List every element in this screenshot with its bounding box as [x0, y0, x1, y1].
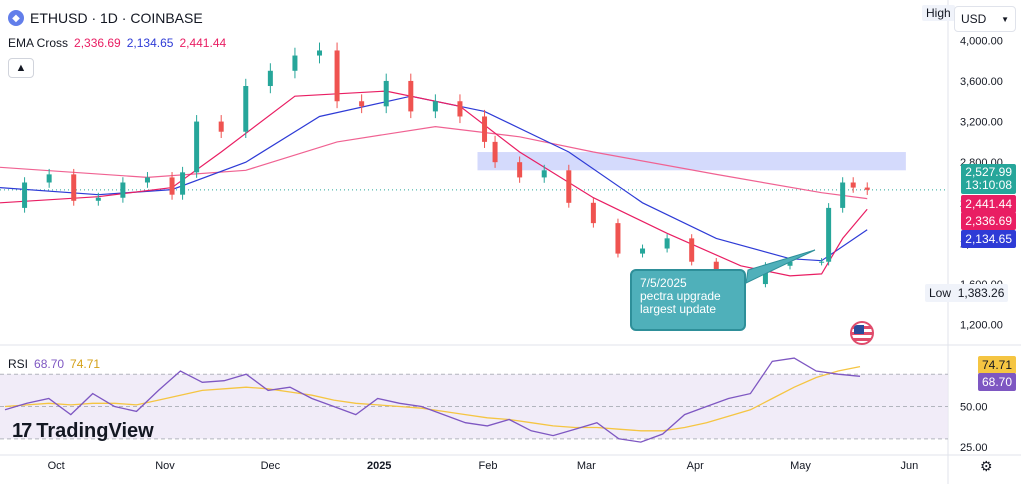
candle-body: [169, 177, 175, 195]
candle-body: [640, 248, 646, 254]
ema-fast-line: [0, 90, 868, 277]
candle-body: [541, 170, 547, 178]
current-price-label: 2,527.99 13:10:08: [961, 164, 1016, 194]
y-tick-label: 3,200.00: [960, 117, 1003, 129]
rsi-y-tick-label: 50.00: [960, 402, 988, 414]
price-label-ema-fast: 2,336.69: [961, 212, 1016, 230]
candle-body: [590, 202, 596, 224]
price-label-ema-slow: 2,134.65: [961, 230, 1016, 248]
candle-body: [457, 101, 463, 117]
y-tick-label: 1,200.00: [960, 320, 1003, 332]
candle-body: [243, 86, 249, 132]
rsi-band: [0, 374, 948, 439]
ethereum-icon: ◆: [8, 10, 24, 26]
candle-body: [517, 162, 523, 178]
candle-body: [292, 55, 298, 71]
candle-body: [46, 174, 52, 183]
tradingview-mark-icon: 17: [12, 420, 32, 442]
candle-body: [383, 80, 389, 107]
candle-body: [850, 182, 856, 188]
candle-body: [787, 261, 793, 266]
x-tick-label: Apr: [687, 460, 704, 472]
x-tick-label: Mar: [577, 460, 596, 472]
price-label-ema-long: 2,441.44: [961, 195, 1016, 213]
candle-body: [267, 70, 273, 87]
candle-body: [826, 207, 832, 262]
candle-body: [819, 261, 825, 263]
annotation-date: 7/5/2025: [640, 276, 687, 290]
currency-value: USD: [961, 12, 987, 26]
annotation-line-2: pectra upgrade: [640, 289, 721, 303]
symbol-title: ETHUSD · 1D · COINBASE: [30, 10, 203, 26]
settings-gear-icon[interactable]: ⚙: [980, 458, 993, 474]
rsi-legend[interactable]: RSI 68.70 74.71: [8, 357, 100, 371]
high-label: High: [922, 5, 955, 21]
rsi-ma-value: 74.71: [70, 357, 101, 371]
candle-body: [689, 238, 695, 262]
tradingview-name: TradingView: [36, 420, 154, 442]
candle-body: [864, 187, 870, 190]
ema-legend[interactable]: EMA Cross 2,336.69 2,134.65 2,441.44: [8, 36, 226, 50]
candle-body: [566, 170, 572, 203]
candle-body: [359, 101, 365, 107]
rsi-ma-price-label: 74.71: [977, 356, 1016, 374]
x-tick-label: Feb: [479, 460, 498, 472]
countdown-value: 13:10:08: [965, 178, 1012, 192]
low-label: Low 1,383.26: [925, 284, 1009, 302]
x-tick-label: Oct: [48, 460, 65, 472]
ema-value-slow: 2,134.65: [126, 36, 174, 50]
rsi-label: RSI: [8, 357, 29, 371]
candle-body: [95, 197, 101, 201]
candle-body: [218, 121, 224, 132]
rsi-ma-line: [4, 365, 861, 432]
rsi-y-tick-label: 25.00: [960, 442, 988, 454]
annotation-line-3: largest update: [640, 302, 717, 316]
ema-value-fast: 2,336.69: [74, 36, 121, 50]
symbol-header[interactable]: ◆ ETHUSD · 1D · COINBASE: [8, 10, 203, 26]
candle-body: [615, 223, 621, 254]
rsi-value: 68.70: [34, 357, 65, 371]
candle-body: [317, 50, 323, 56]
tradingview-logo[interactable]: 17 TradingView: [12, 420, 154, 443]
chevron-down-icon: ▼: [1001, 14, 1009, 24]
rsi-line: [4, 357, 861, 443]
candle-body: [180, 172, 186, 195]
candle-body: [408, 80, 414, 112]
candle-body: [840, 182, 846, 208]
candle-body: [334, 50, 340, 102]
candle-body: [120, 182, 126, 198]
collapse-legend-button[interactable]: ▲: [8, 58, 34, 78]
x-tick-label: Nov: [155, 460, 175, 472]
x-tick-label: 2025: [367, 460, 391, 472]
x-tick-label: Dec: [261, 460, 281, 472]
rsi-price-label: 68.70: [977, 373, 1016, 391]
x-tick-label: May: [790, 460, 811, 472]
pectra-annotation[interactable]: 7/5/2025 pectra upgrade largest update: [630, 269, 746, 331]
y-tick-label: 3,600.00: [960, 76, 1003, 88]
candle-body: [71, 174, 77, 201]
candle-body: [144, 177, 150, 183]
candle-body: [664, 238, 670, 249]
y-tick-label: 4,000.00: [960, 35, 1003, 47]
candle-body: [482, 116, 488, 142]
candle-body: [492, 141, 498, 163]
annotation-arrow: [745, 249, 816, 284]
low-value: 1,383.26: [957, 286, 1005, 300]
currency-select[interactable]: USD ▼: [954, 6, 1016, 32]
current-price-value: 2,527.99: [965, 165, 1012, 179]
chevron-up-icon: ▲: [15, 62, 27, 74]
low-label-text: Low: [929, 286, 952, 300]
candle-body: [762, 265, 768, 285]
us-flag-icon[interactable]: [850, 321, 874, 345]
resistance-zone: [477, 152, 906, 171]
ema-label: EMA Cross: [8, 36, 69, 50]
ema-value-long: 2,441.44: [179, 36, 227, 50]
candle-body: [432, 101, 438, 112]
candle-body: [194, 121, 200, 173]
x-tick-label: Jun: [901, 460, 919, 472]
candle-body: [22, 182, 28, 208]
